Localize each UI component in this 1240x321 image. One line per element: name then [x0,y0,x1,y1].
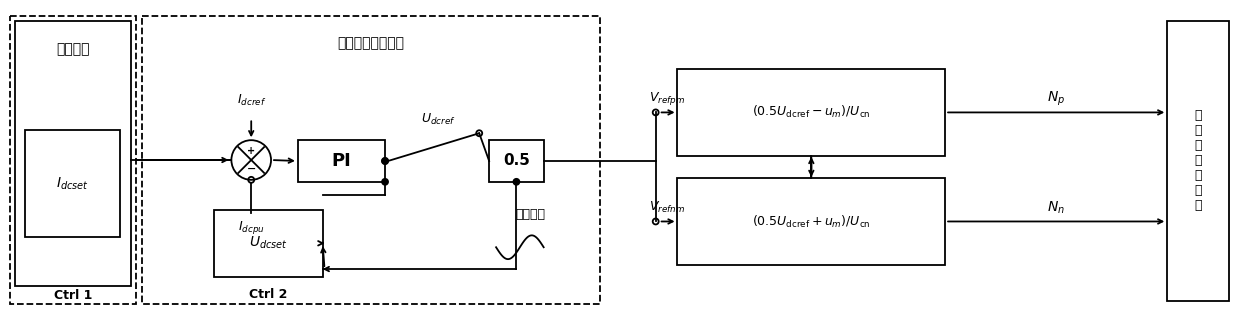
Text: 信号注入: 信号注入 [516,208,546,221]
Bar [15,21,131,286]
Text: 故障模式: 故障模式 [56,42,89,56]
Text: −: − [247,164,255,174]
Text: $U_{dcref}$: $U_{dcref}$ [422,112,456,127]
Bar [25,130,120,237]
Text: +: + [247,146,255,156]
Text: 0.5: 0.5 [503,153,529,169]
Text: $(0.5U_{\rm dcref}+u_m)/U_{\rm cn}$: $(0.5U_{\rm dcref}+u_m)/U_{\rm cn}$ [751,213,870,230]
Circle shape [382,158,388,164]
Text: Ctrl 1: Ctrl 1 [53,289,92,302]
Bar [489,140,543,182]
Bar [10,16,136,304]
Text: $U_{dcset}$: $U_{dcset}$ [249,235,288,251]
Text: $V_{refpm}$: $V_{refpm}$ [649,90,684,107]
Circle shape [513,179,520,185]
Bar [213,210,322,277]
Text: $I_{dcset}$: $I_{dcset}$ [56,176,89,192]
Bar [677,178,945,265]
Text: 调
制
与
均
压
控
制: 调 制 与 均 压 控 制 [1194,109,1202,213]
Text: $V_{refnm}$: $V_{refnm}$ [649,200,684,215]
Bar [677,69,945,156]
Text: $(0.5U_{\rm dcref}-u_m)/U_{\rm cn}$: $(0.5U_{\rm dcref}-u_m)/U_{\rm cn}$ [751,104,870,120]
Text: $N_p$: $N_p$ [1047,89,1065,108]
Bar [298,140,386,182]
Circle shape [382,179,388,185]
Text: 内环直流电流控制: 内环直流电流控制 [337,36,404,50]
Text: Ctrl 2: Ctrl 2 [249,288,288,301]
Text: $I_{dcref}$: $I_{dcref}$ [237,93,265,108]
Text: $I_{dcpu}$: $I_{dcpu}$ [238,219,264,236]
Text: PI: PI [331,152,351,170]
Text: $N_n$: $N_n$ [1048,199,1065,216]
Bar [143,16,600,304]
Bar [1167,21,1229,301]
